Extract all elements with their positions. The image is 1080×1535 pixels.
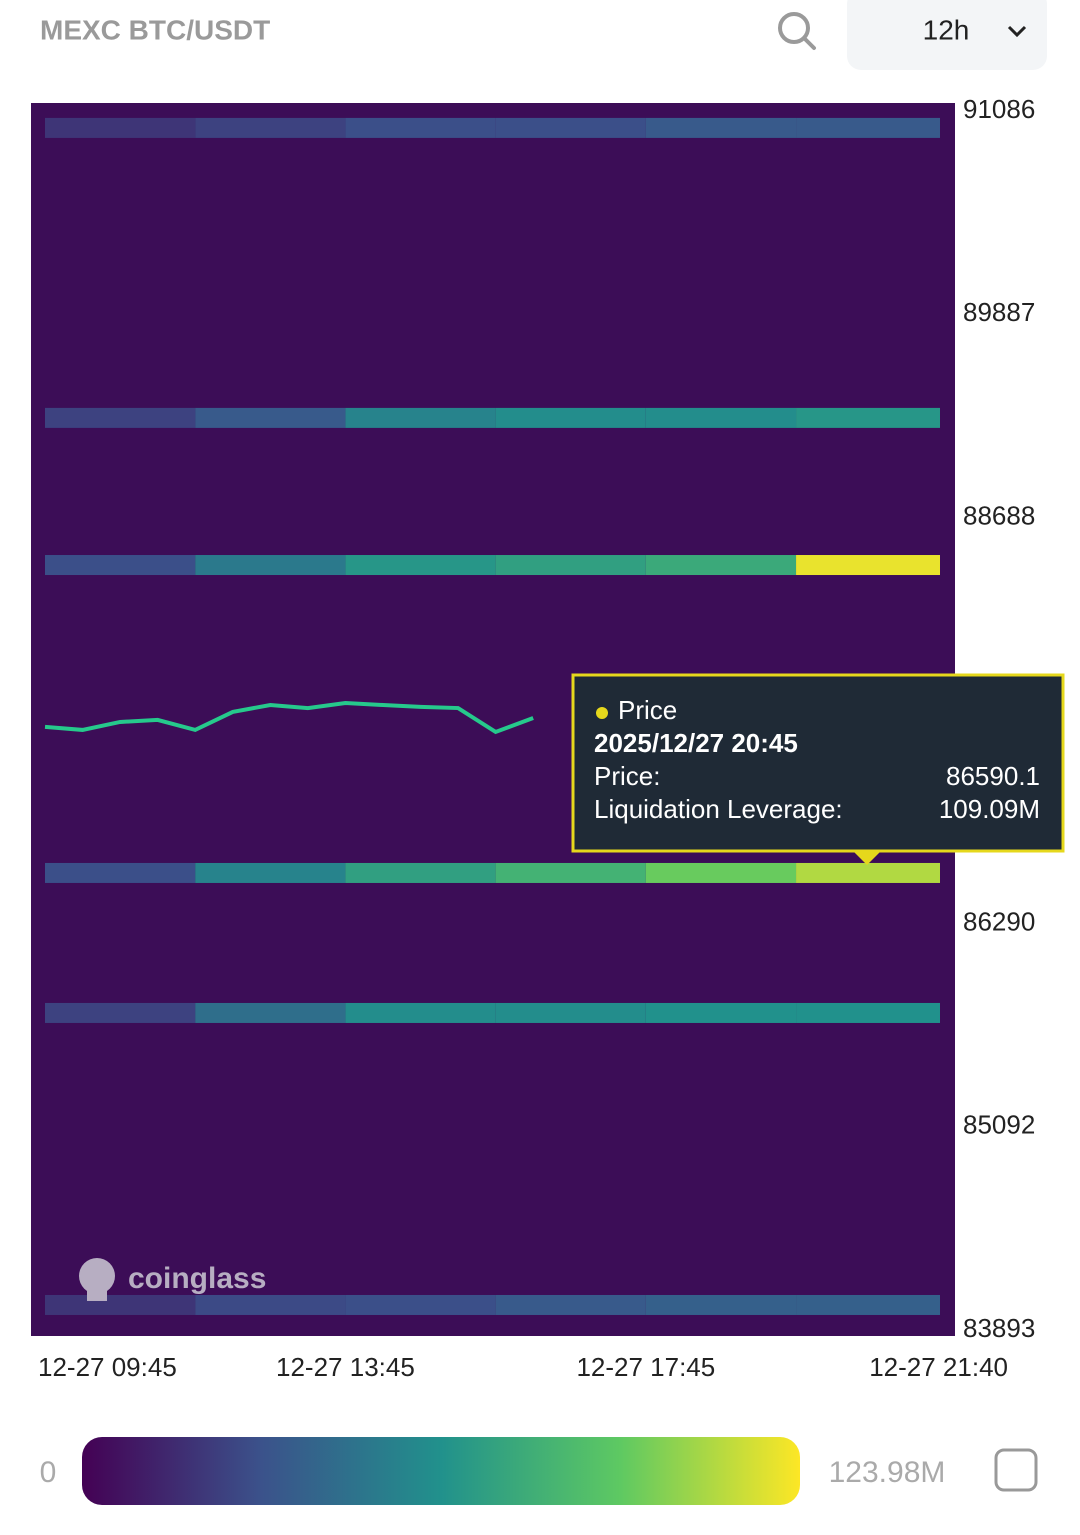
heat-cell [495, 555, 646, 576]
heat-cell [645, 555, 797, 576]
heat-cell [45, 1294, 196, 1315]
heat-cell [195, 1002, 346, 1023]
colorbar-label: 123.98M [829, 1456, 946, 1489]
interval-select[interactable]: 12h [847, 0, 1047, 70]
tooltip-date: 2025/12/27 20:45 [594, 728, 798, 758]
heat-cell [495, 862, 646, 883]
heat-cell [345, 555, 496, 576]
heat-cell [345, 1002, 496, 1023]
y-tick-label: 88688 [963, 500, 1035, 530]
heat-cell [645, 1294, 797, 1315]
heat-cell [195, 117, 346, 138]
x-tick-label: 12-27 09:45 [38, 1352, 177, 1382]
tooltip: Price 2025/12/27 20:45 Price: 86590.1 Li… [571, 673, 1065, 865]
heat-cell [195, 862, 346, 883]
tooltip-price-label: Price: [594, 761, 660, 791]
heat-cell [645, 117, 797, 138]
tooltip-leverage: 109.09M [939, 794, 1040, 824]
heat-cell [345, 117, 496, 138]
heat-cell [45, 1002, 196, 1023]
heat-cell [495, 1002, 646, 1023]
tooltip-title: Price [618, 695, 677, 725]
x-tick-label: 12-27 13:45 [276, 1352, 415, 1382]
heat-cell [645, 1002, 797, 1023]
heat-cell [345, 1294, 496, 1315]
heat-cell [45, 407, 196, 428]
heat-cell [495, 407, 646, 428]
heat-cell [345, 407, 496, 428]
y-tick-label: 91086 [963, 94, 1035, 124]
heat-cell [345, 862, 496, 883]
x-tick-label: 12-27 21:40 [869, 1352, 1008, 1382]
heat-cell [195, 555, 346, 576]
colorbar-label: 0 [40, 1456, 57, 1489]
heat-cell [195, 407, 346, 428]
heat-cell [45, 117, 196, 138]
heat-cell [796, 407, 940, 428]
heat-cell [796, 555, 940, 576]
y-tick-label: 86290 [963, 907, 1035, 937]
heat-cell [45, 862, 196, 883]
heat-cell [645, 407, 797, 428]
heat-cell [45, 555, 196, 576]
heat-cell [645, 862, 797, 883]
heat-cell [796, 1294, 940, 1315]
tooltip-price: 86590.1 [946, 761, 1040, 791]
heat-cell [495, 1294, 646, 1315]
tooltip-leverage-label: Liquidation Leverage: [594, 794, 843, 824]
search-button[interactable] [778, 12, 816, 50]
logo [79, 1258, 115, 1301]
y-tick-label: 85092 [963, 1110, 1035, 1140]
x-tick-label: 12-27 17:45 [576, 1352, 715, 1382]
interval-label: 12h [923, 14, 970, 45]
heat-cell [796, 862, 940, 883]
y-tick-label: 83893 [963, 1313, 1035, 1343]
watermark: coinglass [128, 1262, 266, 1295]
heat-cell [796, 117, 940, 138]
heat-cell [195, 1294, 346, 1315]
fullscreen-button[interactable] [994, 1448, 1038, 1492]
y-tick-label: 89887 [963, 297, 1035, 327]
heat-cell [796, 1002, 940, 1023]
heat-cell [495, 117, 646, 138]
market-title: MEXC BTC/USDT [40, 14, 270, 45]
price-line [44, 700, 534, 735]
colorbar [82, 1437, 800, 1505]
